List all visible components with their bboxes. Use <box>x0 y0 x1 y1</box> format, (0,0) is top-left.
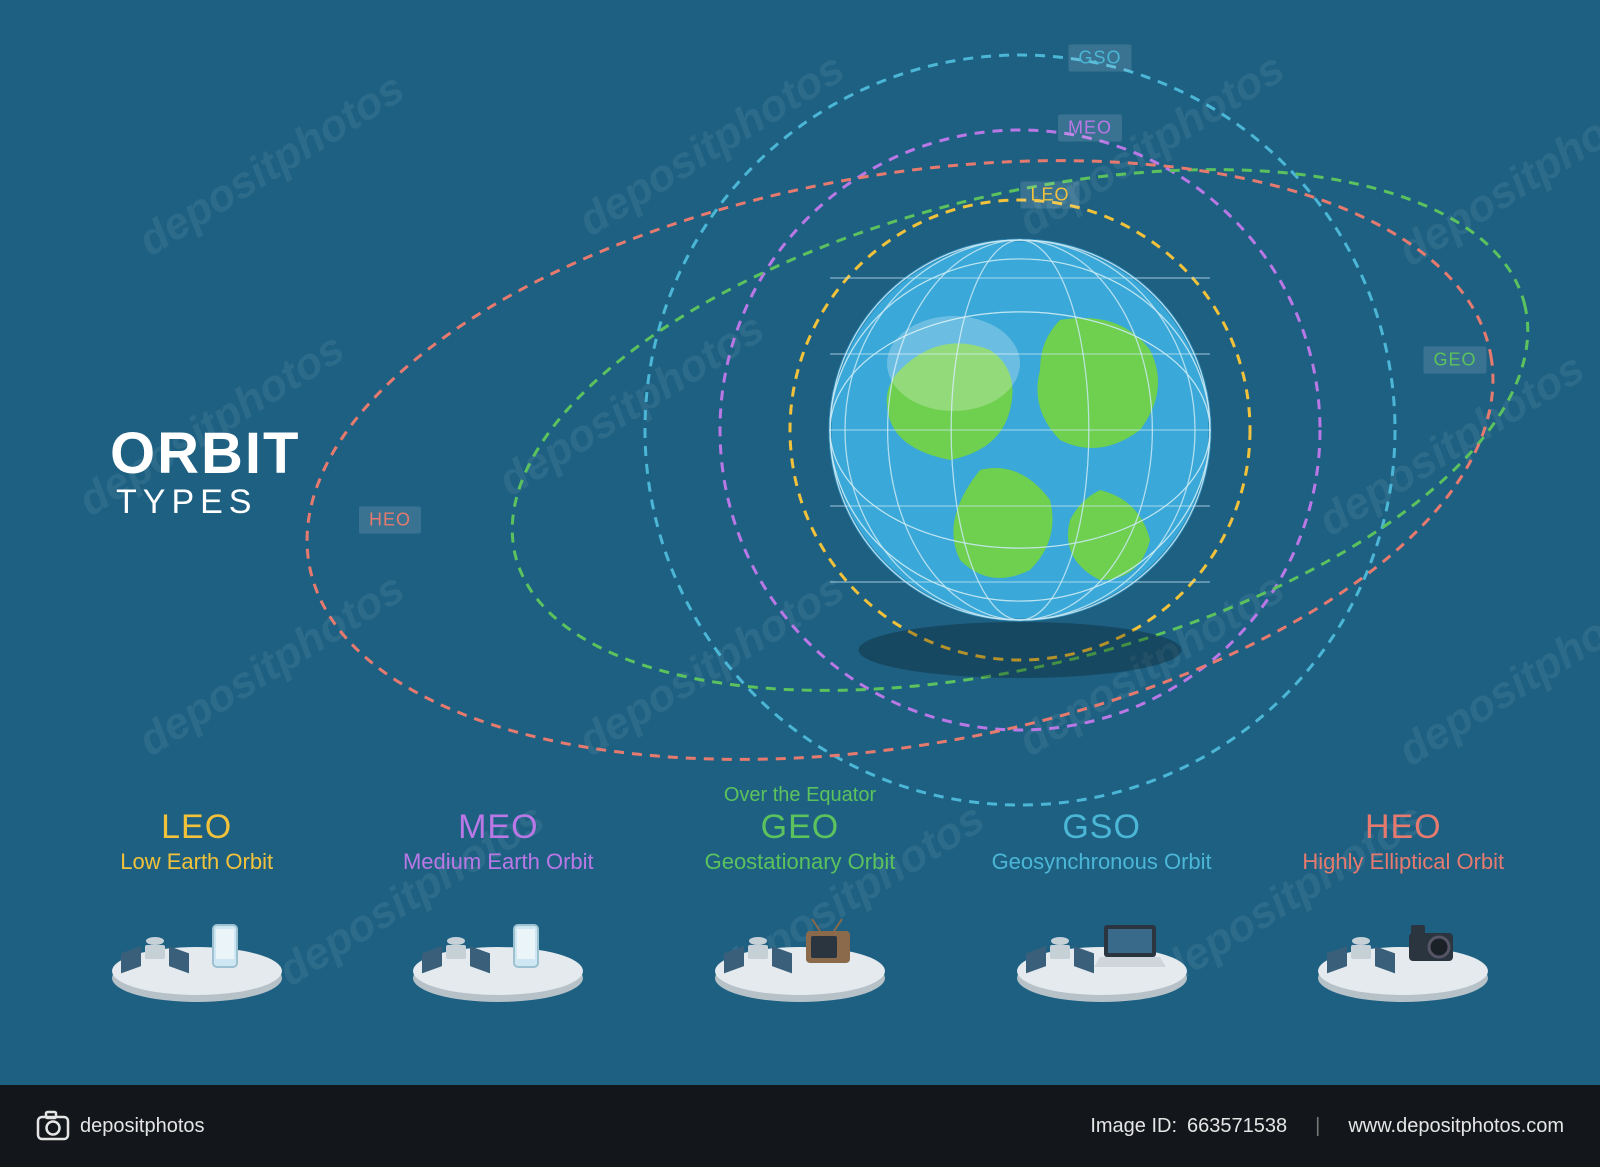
footer-bar: depositphotos Image ID: 663571538 | www.… <box>0 1085 1600 1167</box>
pedestal-icon <box>700 893 900 1003</box>
footer-brand: depositphotos <box>36 1109 205 1143</box>
camera-icon <box>36 1109 70 1143</box>
legend-abbr: MEO <box>458 808 538 847</box>
separator: | <box>1315 1115 1320 1138</box>
orbit-tag-heo: HEO <box>359 507 421 534</box>
main-area: depositphotosdepositphotosdepositphotosd… <box>0 0 1600 1085</box>
orbit-tag-meo: MEO <box>1058 115 1122 142</box>
footer-image-id-label: Image ID: <box>1090 1115 1177 1138</box>
footer-image-id: 663571538 <box>1187 1115 1287 1138</box>
pedestal <box>398 893 598 1003</box>
pedestal-icon <box>398 893 598 1003</box>
footer-site: www.depositphotos.com <box>1348 1115 1564 1138</box>
legend-item-meo: MEOMedium Earth Orbit <box>353 784 643 1003</box>
pedestal-icon <box>97 893 297 1003</box>
pedestal <box>97 893 297 1003</box>
legend-item-geo: Over the EquatorGEOGeostationary Orbit <box>655 784 945 1003</box>
legend-super: Over the Equator <box>724 784 876 808</box>
legend-full: Medium Earth Orbit <box>403 849 594 875</box>
pedestal <box>700 893 900 1003</box>
title-block: ORBIT TYPES <box>110 420 300 522</box>
legend-full: Low Earth Orbit <box>120 849 273 875</box>
legend-abbr: LEO <box>161 808 232 847</box>
orbit-tag-geo: GEO <box>1423 347 1486 374</box>
legend-full: Highly Elliptical Orbit <box>1302 849 1504 875</box>
pedestal <box>1303 893 1503 1003</box>
legend-full: Geosynchronous Orbit <box>992 849 1212 875</box>
globe-icon <box>830 240 1210 678</box>
footer-brand-text: depositphotos <box>80 1115 205 1138</box>
legend-row: LEOLow Earth OrbitMEOMedium Earth OrbitO… <box>0 723 1600 1003</box>
pedestal-icon <box>1002 893 1202 1003</box>
infographic-canvas: depositphotosdepositphotosdepositphotosd… <box>0 0 1600 1167</box>
orbit-tag-leo: LEO <box>1020 182 1079 209</box>
legend-full: Geostationary Orbit <box>705 849 896 875</box>
pedestal-icon <box>1303 893 1503 1003</box>
pedestal <box>1002 893 1202 1003</box>
legend-item-leo: LEOLow Earth Orbit <box>52 784 342 1003</box>
legend-abbr: GSO <box>1062 808 1141 847</box>
title-line2: TYPES <box>110 483 300 522</box>
legend-item-gso: GSOGeosynchronous Orbit <box>957 784 1247 1003</box>
legend-abbr: GEO <box>761 808 840 847</box>
title-line1: ORBIT <box>110 420 300 487</box>
legend-item-heo: HEOHighly Elliptical Orbit <box>1258 784 1548 1003</box>
orbit-tag-gso: GSO <box>1068 45 1131 72</box>
legend-abbr: HEO <box>1365 808 1442 847</box>
